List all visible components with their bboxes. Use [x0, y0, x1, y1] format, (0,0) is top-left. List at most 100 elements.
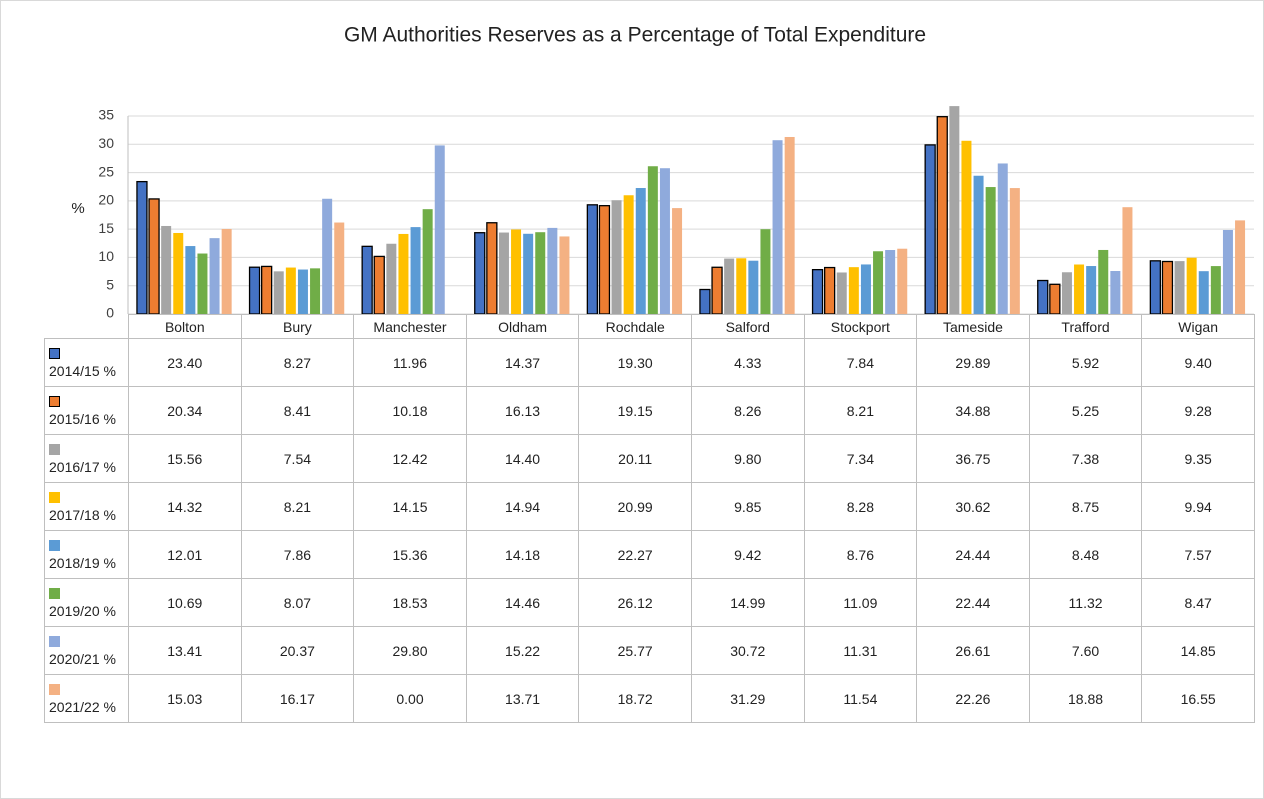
bar [1122, 207, 1133, 314]
bar [784, 136, 795, 314]
table-value: 23.40 [128, 338, 242, 387]
y-tick-label: 15 [98, 220, 114, 236]
bar [221, 228, 232, 314]
table-value: 30.72 [690, 626, 805, 675]
legend-label: 2019/20 % [49, 602, 116, 619]
bar [748, 260, 759, 314]
x-tick-label: Stockport [803, 314, 918, 339]
legend-swatch [49, 491, 60, 503]
bar [1049, 283, 1061, 315]
table-value: 26.12 [578, 578, 692, 627]
legend-cell: 2021/22 % [44, 674, 129, 723]
table-value: 15.22 [465, 626, 580, 675]
table-value: 18.72 [578, 674, 692, 723]
table-value: 10.69 [128, 578, 242, 627]
table-value: 22.44 [916, 578, 1030, 627]
legend-swatch [49, 539, 60, 551]
x-tick-label: Manchester [353, 314, 467, 339]
table-row: 2017/18 % 14.32 8.21 14.15 14.94 20.99 9.85 8.2… [44, 482, 1255, 531]
legend-swatch [49, 395, 60, 407]
table-value: 36.75 [916, 434, 1030, 483]
bar [1086, 266, 1097, 314]
table-value: 8.21 [803, 386, 918, 435]
table-value: 8.48 [1028, 530, 1143, 579]
bar [623, 195, 634, 314]
legend-label: 2020/21 % [49, 650, 116, 667]
bar [1149, 260, 1161, 315]
table-value: 9.28 [1141, 386, 1255, 435]
bar [897, 248, 908, 314]
table-row: 2021/22 % 15.03 16.17 0.00 13.71 18.72 31.29 11… [44, 674, 1255, 723]
x-tick-label: Trafford [1028, 314, 1143, 339]
bar [1210, 266, 1221, 314]
legend-label: 2016/17 % [49, 458, 116, 475]
bar [297, 269, 308, 314]
bar [736, 258, 747, 314]
x-tick-label: Oldham [465, 314, 580, 339]
y-tick-label: 30 [98, 135, 114, 151]
bar [511, 229, 522, 314]
legend-cell: 2014/15 % [44, 338, 129, 387]
table-value: 20.37 [240, 626, 355, 675]
bar [1161, 260, 1174, 315]
bar [586, 204, 598, 315]
bar [760, 229, 771, 314]
bar [498, 232, 509, 314]
bar [848, 267, 859, 314]
bar [334, 222, 345, 314]
bar [434, 145, 445, 314]
table-value: 20.34 [128, 386, 242, 435]
table-value: 14.37 [465, 338, 580, 387]
chart-title: GM Authorities Reserves as a Percentage … [344, 24, 926, 47]
table-value: 7.60 [1028, 626, 1143, 675]
x-tick-label: Wigan [1141, 314, 1255, 339]
table-value: 14.18 [465, 530, 580, 579]
y-tick-label: 10 [98, 248, 114, 264]
table-value: 15.03 [128, 674, 242, 723]
data-table: Bolton Bury Manchester Oldham Rochdale Salfor… [44, 314, 1255, 723]
table-value: 26.61 [916, 626, 1030, 675]
table-value: 20.99 [578, 482, 692, 531]
table-value: 16.13 [465, 386, 580, 435]
bar [885, 250, 896, 314]
x-tick-label: Tameside [916, 314, 1030, 339]
table-value: 11.96 [353, 338, 467, 387]
table-value: 8.28 [803, 482, 918, 531]
table-value: 7.34 [803, 434, 918, 483]
legend-cell: 2015/16 % [44, 386, 129, 435]
bar [824, 266, 836, 315]
table-value: 15.56 [128, 434, 242, 483]
bar [310, 268, 321, 314]
y-tick-label: 20 [98, 192, 114, 208]
y-axis-label: % [71, 200, 84, 217]
legend-cell: 2018/19 % [44, 530, 129, 579]
bar [659, 168, 670, 314]
bar [772, 140, 783, 314]
bar [1222, 229, 1233, 314]
bar [924, 144, 936, 315]
table-value: 14.32 [128, 482, 242, 531]
bar [535, 232, 546, 314]
table-value: 14.15 [353, 482, 467, 531]
bar [559, 236, 570, 314]
legend-swatch [49, 347, 60, 359]
bar [1198, 271, 1209, 314]
bar [547, 227, 558, 314]
table-value: 18.53 [353, 578, 467, 627]
table-value: 11.09 [803, 578, 918, 627]
bar [985, 187, 996, 314]
table-value: 31.29 [690, 674, 805, 723]
bar [949, 106, 960, 314]
bar [1110, 271, 1121, 314]
table-value: 9.42 [690, 530, 805, 579]
table-value: 11.32 [1028, 578, 1143, 627]
bar [997, 163, 1008, 314]
table-value: 30.62 [916, 482, 1030, 531]
legend-cell: 2016/17 % [44, 434, 129, 483]
bar [161, 225, 172, 314]
table-value: 9.85 [690, 482, 805, 531]
bar [711, 266, 723, 315]
table-value: 0.00 [353, 674, 467, 723]
bar [422, 209, 433, 314]
